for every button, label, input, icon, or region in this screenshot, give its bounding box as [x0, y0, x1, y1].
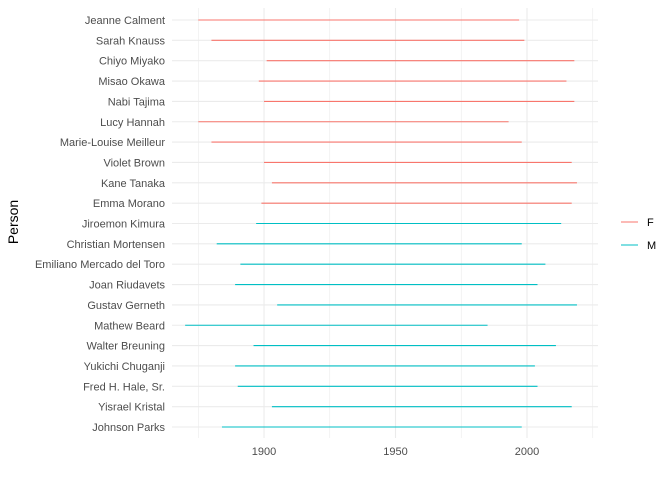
y-tick-label: Kane Tanaka	[101, 178, 166, 190]
x-tick-labels: 1900 1950 2000	[252, 446, 539, 458]
x-tick-label: 1950	[383, 446, 407, 458]
y-tick-label: Gustav Gerneth	[87, 300, 165, 312]
y-tick-label: Lucy Hannah	[100, 117, 165, 129]
y-tick-label: Mathew Beard	[94, 320, 165, 332]
y-tick-label: Yukichi Chuganji	[84, 361, 165, 373]
y-tick-label: Jeanne Calment	[85, 15, 165, 27]
y-tick-label: Walter Breuning	[87, 341, 165, 353]
y-tick-label: Jiroemon Kimura	[82, 219, 166, 231]
legend: FM	[621, 217, 656, 252]
legend-label: F	[647, 217, 654, 229]
y-tick-labels: Jeanne Calment Sarah Knauss Chiyo Miyako Mi…	[35, 15, 166, 434]
legend-label: M	[647, 240, 656, 252]
y-tick-label: Christian Mortensen	[67, 239, 165, 251]
y-axis-title: Person	[5, 200, 21, 244]
y-tick-label: Emiliano Mercado del Toro	[35, 259, 165, 271]
y-tick-label: Emma Morano	[93, 198, 165, 210]
x-tick-label: 1900	[252, 446, 276, 458]
x-tick-label: 2000	[515, 446, 539, 458]
y-tick-label: Fred H. Hale, Sr.	[83, 381, 165, 393]
lifespan-segments	[185, 19, 577, 428]
y-tick-label: Marie-Louise Meilleur	[60, 137, 165, 149]
y-tick-label: Johnson Parks	[92, 422, 165, 434]
y-tick-label: Nabi Tajima	[108, 96, 166, 108]
y-tick-label: Chiyo Miyako	[99, 56, 165, 68]
y-tick-label: Yisrael Kristal	[98, 402, 165, 414]
y-tick-label: Sarah Knauss	[96, 35, 166, 47]
y-tick-label: Violet Brown	[103, 157, 165, 169]
y-tick-label: Misao Okawa	[98, 76, 166, 88]
y-tick-label: Joan Riudavets	[89, 280, 165, 292]
